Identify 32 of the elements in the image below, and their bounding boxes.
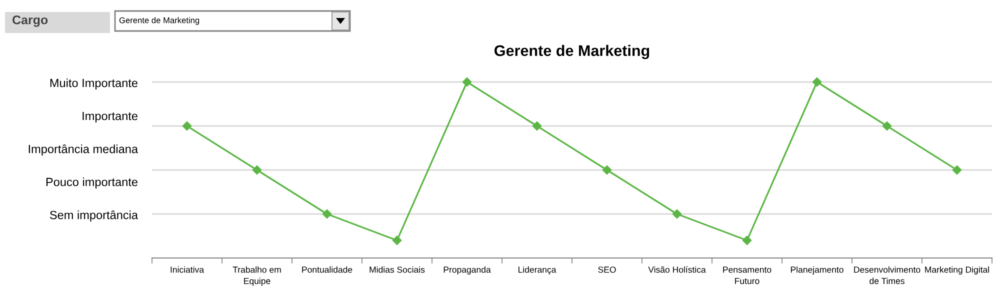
point bbox=[602, 165, 612, 175]
x-tick-label: Planejamento bbox=[790, 266, 844, 274]
x-tick-label: Desenvolvimento de Times bbox=[854, 266, 920, 284]
text: Cargo bbox=[12, 15, 48, 27]
point bbox=[742, 236, 752, 246]
point bbox=[532, 121, 542, 131]
x-tick-label: Midias Sociais bbox=[370, 266, 425, 273]
point bbox=[392, 236, 402, 246]
point bbox=[882, 121, 892, 131]
text: Importante bbox=[82, 112, 138, 122]
point bbox=[672, 209, 682, 219]
point bbox=[252, 165, 262, 175]
text: Gerente de Marketing bbox=[119, 17, 200, 25]
x-tick-label: Iniciativa bbox=[170, 266, 204, 273]
text: Pouco importante bbox=[46, 178, 138, 189]
x-tick-label: Visão Holística bbox=[648, 266, 706, 273]
point bbox=[462, 77, 472, 87]
text: Muito Importante bbox=[50, 78, 138, 90]
x-tick-label: Propaganda bbox=[444, 266, 491, 274]
x-tick-label: SEO bbox=[598, 266, 616, 273]
chart-title: Gerente de Marketing bbox=[494, 44, 650, 60]
text: Sem importância bbox=[50, 210, 138, 222]
x-tick-label: Trabalho em Equipe bbox=[232, 266, 281, 286]
point bbox=[812, 77, 822, 87]
x-tick-label: Marketing Digital bbox=[925, 266, 989, 274]
x-tick-label: Liderança bbox=[518, 266, 556, 275]
x-tick-label: Pensamento Futuro bbox=[723, 266, 772, 284]
text: Importância mediana bbox=[28, 144, 138, 156]
point bbox=[322, 209, 332, 219]
x-tick-label: Pontualidade bbox=[302, 266, 352, 273]
point bbox=[182, 121, 192, 131]
point bbox=[952, 165, 962, 175]
